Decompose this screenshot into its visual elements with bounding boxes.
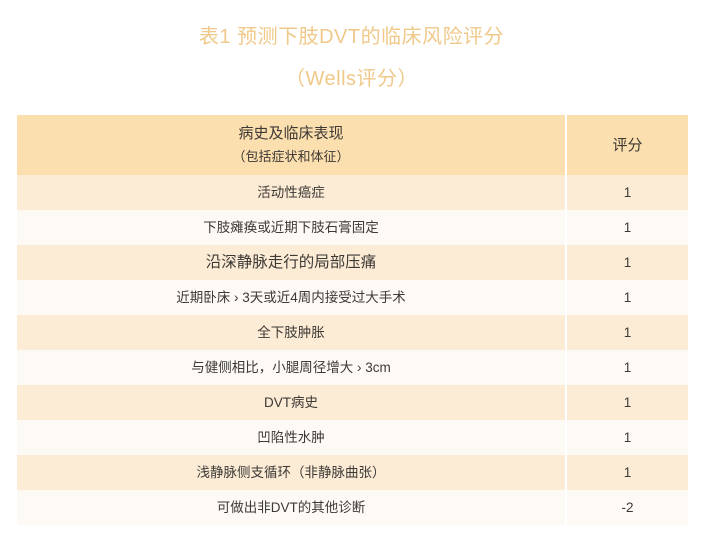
page-title: 表1 预测下肢DVT的临床风险评分 <box>198 26 505 48</box>
table-row: 沿深静脉走行的局部压痛 1 <box>17 245 688 280</box>
table-row: DVT病史 1 <box>17 385 688 420</box>
cell-description: 凹陷性水肿 <box>17 420 566 455</box>
cell-score: 1 <box>565 455 688 490</box>
column-header-description-main: 病史及临床表现 <box>238 125 344 142</box>
cell-description: 浅静脉侧支循环（非静脉曲张） <box>17 455 566 490</box>
cell-score: 1 <box>565 280 688 315</box>
table-row: 与健侧相比，小腿周径增大 › 3cm 1 <box>17 350 688 385</box>
cell-description: 可做出非DVT的其他诊断 <box>17 490 566 525</box>
cell-score: 1 <box>565 175 688 210</box>
cell-score: 1 <box>565 350 688 385</box>
table-title-block: 表1 预测下肢DVT的临床风险评分 （Wells评分） <box>0 0 703 94</box>
cell-score: 1 <box>565 420 688 455</box>
page-subtitle: （Wells评分） <box>284 68 419 90</box>
cell-score: 1 <box>565 385 688 420</box>
table-body: 活动性癌症 1 下肢瘫痪或近期下肢石膏固定 1 沿深静脉走行的局部压痛 1 近期… <box>17 175 688 525</box>
column-header-description-sub: （包括症状和体征） <box>232 149 350 164</box>
table-row: 全下肢肿胀 1 <box>17 315 688 350</box>
cell-description: 下肢瘫痪或近期下肢石膏固定 <box>17 210 566 245</box>
table-header-row: 病史及临床表现 （包括症状和体征） 评分 <box>17 115 688 175</box>
table-row: 活动性癌症 1 <box>17 175 688 210</box>
cell-description: 与健侧相比，小腿周径增大 › 3cm <box>17 350 566 385</box>
table-row: 凹陷性水肿 1 <box>17 420 688 455</box>
cell-score: 1 <box>565 245 688 280</box>
table-row: 可做出非DVT的其他诊断 -2 <box>17 490 688 525</box>
column-header-score: 评分 <box>565 115 688 175</box>
cell-description: 活动性癌症 <box>17 175 566 210</box>
cell-score: -2 <box>565 490 688 525</box>
wells-score-table: 病史及临床表现 （包括症状和体征） 评分 活动性癌症 1 下肢瘫痪或近期下肢石膏… <box>17 115 688 525</box>
cell-description: 沿深静脉走行的局部压痛 <box>17 245 566 280</box>
cell-description: 近期卧床 › 3天或近4周内接受过大手术 <box>17 280 566 315</box>
cell-description: 全下肢肿胀 <box>17 315 566 350</box>
cell-score: 1 <box>565 210 688 245</box>
table-row: 浅静脉侧支循环（非静脉曲张） 1 <box>17 455 688 490</box>
cell-score: 1 <box>565 315 688 350</box>
wells-score-table-wrap: 病史及临床表现 （包括症状和体征） 评分 活动性癌症 1 下肢瘫痪或近期下肢石膏… <box>17 115 688 525</box>
table-row: 下肢瘫痪或近期下肢石膏固定 1 <box>17 210 688 245</box>
cell-description: DVT病史 <box>17 385 566 420</box>
column-header-description: 病史及临床表现 （包括症状和体征） <box>17 115 566 175</box>
table-row: 近期卧床 › 3天或近4周内接受过大手术 1 <box>17 280 688 315</box>
